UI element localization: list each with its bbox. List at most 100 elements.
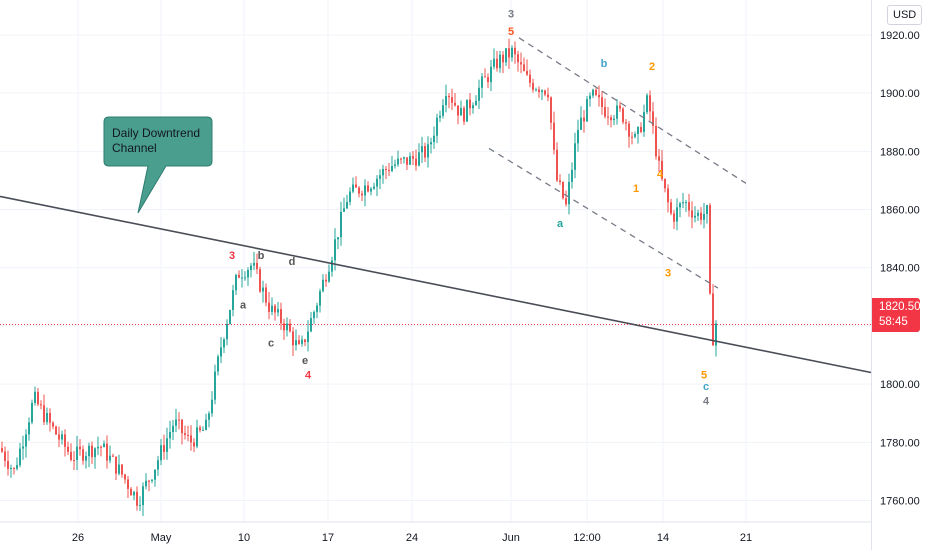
candle-body bbox=[268, 302, 270, 312]
candle-body bbox=[376, 178, 378, 187]
candle-body bbox=[364, 185, 366, 196]
channel-lower-line[interactable] bbox=[488, 147, 719, 289]
candle-body bbox=[67, 446, 69, 452]
wave-label: b bbox=[258, 250, 265, 262]
candle-body bbox=[70, 451, 72, 461]
candle-body bbox=[535, 89, 537, 91]
candle-body bbox=[664, 178, 666, 189]
candle-body bbox=[154, 469, 156, 480]
candle-body bbox=[520, 62, 522, 65]
callout-line-2: Channel bbox=[112, 141, 157, 155]
candle-body bbox=[604, 106, 606, 117]
candle-body bbox=[469, 99, 471, 109]
candle-body bbox=[430, 142, 432, 145]
candle-body bbox=[151, 479, 153, 481]
candle-body bbox=[133, 491, 135, 496]
candle-body bbox=[412, 156, 414, 159]
candle-body bbox=[4, 451, 6, 461]
candle-body bbox=[247, 270, 249, 278]
candle-body bbox=[55, 426, 57, 435]
y-tick-label: 1880.00 bbox=[880, 146, 920, 158]
candle-body bbox=[196, 427, 198, 447]
candle-body bbox=[661, 160, 663, 179]
candle-body bbox=[481, 76, 483, 88]
wave-label: a bbox=[240, 299, 247, 311]
candle-body bbox=[682, 202, 684, 204]
candle-body bbox=[13, 467, 15, 469]
candle-body bbox=[214, 371, 216, 400]
candle-body bbox=[553, 122, 555, 150]
candle-body bbox=[568, 181, 570, 205]
price-axis-ticks: 1760.001780.001800.001820.001840.001860.… bbox=[880, 30, 920, 508]
candle-body bbox=[499, 54, 501, 69]
wave-label: 3 bbox=[229, 250, 235, 262]
candle-body bbox=[10, 467, 12, 469]
candle-body bbox=[91, 445, 93, 458]
x-tick-label: 10 bbox=[238, 532, 250, 544]
candle-body bbox=[139, 505, 141, 507]
candle-body bbox=[532, 82, 534, 90]
candle-body bbox=[217, 356, 219, 372]
wave-label: b bbox=[601, 58, 608, 70]
candle-body bbox=[598, 94, 600, 98]
y-tick-label: 1780.00 bbox=[880, 437, 920, 449]
callout-annotation[interactable]: Daily Downtrend Channel bbox=[103, 116, 213, 214]
last-price-tag: 1820.50 58:45 bbox=[872, 298, 921, 332]
wave-label: 4 bbox=[657, 169, 664, 181]
candle-body bbox=[226, 323, 228, 340]
channel-upper-line[interactable] bbox=[518, 37, 747, 184]
candle-body bbox=[289, 323, 291, 332]
currency-button[interactable]: USD bbox=[887, 5, 923, 25]
daily-downtrend-line[interactable] bbox=[0, 195, 872, 374]
x-tick-label: 24 bbox=[406, 532, 418, 544]
candle-body bbox=[586, 99, 588, 122]
candle-body bbox=[538, 89, 540, 93]
candle-body bbox=[508, 48, 510, 58]
candle-body bbox=[595, 89, 597, 95]
candle-body bbox=[19, 448, 21, 466]
candle-body bbox=[85, 456, 87, 461]
candle-body bbox=[49, 412, 51, 423]
candle-body bbox=[616, 105, 618, 119]
candle-body bbox=[7, 460, 9, 469]
candle-body bbox=[610, 117, 612, 121]
candle-body bbox=[334, 239, 336, 261]
candle-body bbox=[340, 211, 342, 238]
candle-body bbox=[715, 323, 717, 346]
candle-body bbox=[457, 105, 459, 116]
candle-body bbox=[109, 455, 111, 461]
candle-body bbox=[277, 309, 279, 313]
candle-body bbox=[223, 339, 225, 348]
x-tick-label: 21 bbox=[740, 532, 752, 544]
candle-body bbox=[433, 135, 435, 143]
candle-body bbox=[259, 269, 261, 292]
wave-label: 5 bbox=[701, 369, 707, 381]
price-axis[interactable]: 1760.001780.001800.001820.001840.001860.… bbox=[871, 0, 932, 550]
candle-body bbox=[16, 465, 18, 469]
x-tick-label: May bbox=[151, 532, 172, 544]
candle-body bbox=[511, 47, 513, 58]
candle-body bbox=[346, 201, 348, 209]
candle-body bbox=[694, 215, 696, 218]
candle-body bbox=[115, 456, 117, 474]
candle-body bbox=[421, 146, 423, 153]
wave-label: 2 bbox=[649, 61, 655, 73]
y-tick-label: 1800.00 bbox=[880, 379, 920, 391]
candle-body bbox=[631, 136, 633, 138]
candle-body bbox=[607, 116, 609, 118]
candle-body bbox=[244, 277, 246, 279]
candle-body bbox=[232, 290, 234, 310]
candle-body bbox=[253, 262, 255, 266]
candle-body bbox=[640, 127, 642, 132]
candle-body bbox=[241, 277, 243, 279]
candle-body bbox=[544, 90, 546, 95]
candle-body bbox=[658, 156, 660, 161]
candle-body bbox=[76, 446, 78, 461]
candle-body bbox=[331, 260, 333, 272]
candle-body bbox=[652, 111, 654, 126]
candle-body bbox=[403, 157, 405, 159]
candle-body bbox=[325, 279, 327, 282]
candle-body bbox=[313, 312, 315, 319]
